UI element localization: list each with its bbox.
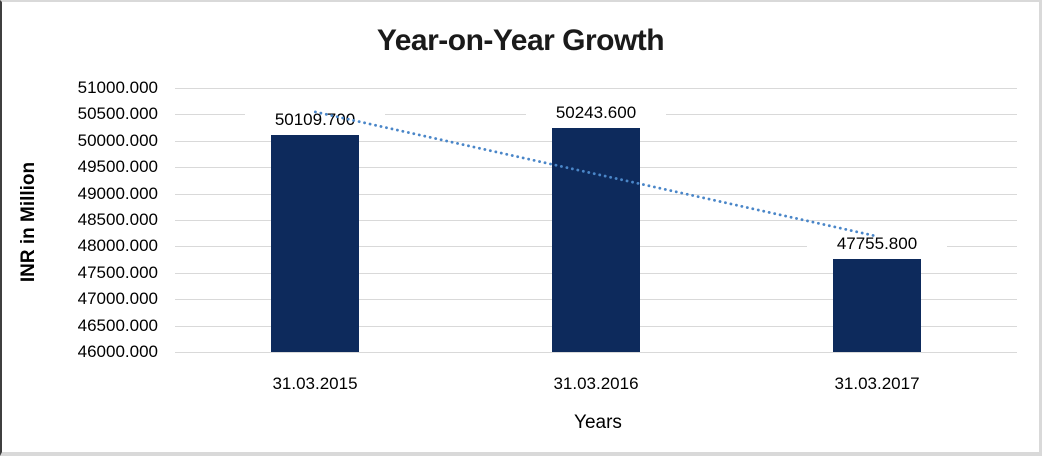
gridline: [175, 88, 1017, 89]
y-tick-label: 48000.000: [77, 236, 158, 255]
x-axis-title: Years: [574, 412, 622, 433]
data-label: 50109.700: [245, 109, 385, 130]
y-tick-label: 49500.000: [77, 157, 158, 176]
chart-title: Year-on-Year Growth: [376, 24, 665, 57]
y-tick-label: 46500.000: [77, 316, 158, 335]
x-tick-label: 31.03.2016: [553, 374, 639, 393]
bar-31.03.2016[interactable]: [552, 128, 640, 352]
y-tick-label: 48500.000: [77, 210, 158, 229]
y-tick-label: 47000.000: [77, 289, 158, 308]
gridline: [175, 352, 1017, 353]
y-tick-label: 50500.000: [77, 104, 158, 123]
y-axis-title-text: INR in Million: [18, 161, 39, 283]
y-tick-label: 51000.000: [77, 78, 158, 97]
bar-31.03.2017[interactable]: [833, 259, 921, 352]
y-tick-label: 46000.000: [77, 342, 158, 361]
bar-31.03.2015[interactable]: [271, 135, 359, 352]
x-tick-label: 31.03.2017: [834, 374, 920, 393]
data-label: 47755.800: [807, 233, 947, 254]
x-tick-label: 31.03.2015: [272, 374, 358, 393]
y-tick-label: 47500.000: [77, 263, 158, 282]
data-label: 50243.600: [526, 102, 666, 123]
y-tick-label: 49000.000: [77, 184, 158, 203]
y-tick-label: 50000.000: [77, 131, 158, 150]
